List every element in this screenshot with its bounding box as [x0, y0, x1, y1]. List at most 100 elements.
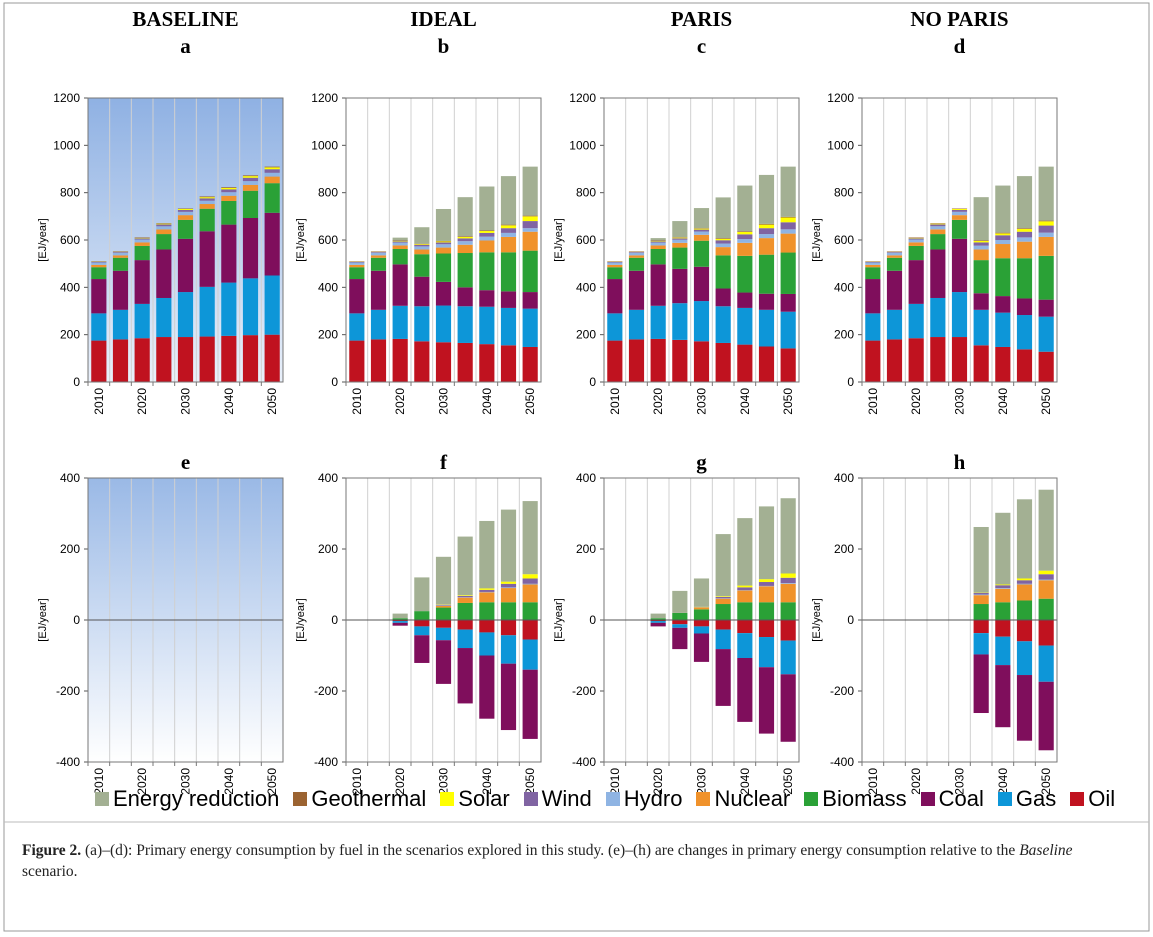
y-tick-label: 200	[60, 542, 80, 556]
bar-segment	[1038, 316, 1054, 352]
plot-frame	[87, 97, 284, 383]
y-tick-label: 0	[589, 375, 596, 389]
bar-segment	[500, 224, 517, 226]
bar-segment	[1016, 583, 1033, 585]
bar-segment	[737, 292, 753, 308]
plot-frame	[603, 477, 800, 763]
bar-segment	[457, 287, 473, 307]
bar-segment	[758, 234, 775, 239]
bar-segment	[177, 219, 194, 239]
bar-segment	[737, 590, 753, 603]
bar-segment	[435, 244, 452, 248]
bar-segment	[995, 235, 1011, 240]
bar-segment	[758, 228, 775, 235]
bar-segment	[414, 249, 430, 255]
bar-segment	[628, 309, 645, 340]
legend-swatch	[95, 792, 109, 806]
bar-segment	[156, 223, 172, 225]
x-tick-label: 2010	[92, 388, 106, 415]
bar-segment	[435, 305, 452, 343]
bar-segment	[435, 342, 452, 382]
bar-segment	[693, 620, 710, 627]
bar-segment	[264, 334, 280, 382]
legend-item: Geothermal	[293, 786, 426, 812]
bar-segment	[951, 211, 968, 216]
legend-label: Wind	[541, 786, 592, 811]
bar-segment	[973, 309, 989, 346]
bar-segment	[1038, 681, 1054, 751]
y-tick-label: 0	[331, 613, 338, 627]
bar-segment	[479, 236, 495, 241]
y-tick-label: 0	[73, 613, 80, 627]
y-tick-label: 1000	[827, 138, 854, 152]
bar-segment	[951, 215, 968, 220]
bar-segment	[156, 249, 172, 298]
bar-segment	[134, 245, 150, 261]
bar-segment	[672, 239, 688, 243]
bar-segment	[435, 604, 452, 606]
y-tick-label: 1000	[311, 138, 338, 152]
bar-segment	[951, 292, 968, 338]
bar-segment	[780, 217, 796, 223]
bar-segment	[951, 337, 968, 382]
bar-segment	[780, 583, 796, 584]
bar-segment	[973, 604, 989, 620]
bar-segment	[112, 252, 129, 253]
y-tick-label: 200	[576, 542, 596, 556]
bar-segment	[780, 498, 796, 574]
bar-segment	[672, 237, 688, 239]
bar-segment	[737, 602, 753, 620]
bar-segment	[199, 208, 215, 232]
bar-segment	[715, 596, 731, 597]
caption-emphasis: Baseline	[1019, 842, 1073, 859]
bar-segment	[264, 183, 280, 213]
bar-segment	[1038, 220, 1054, 222]
y-tick-label: 1200	[53, 91, 80, 105]
bar-segment	[414, 635, 430, 663]
bar-segment	[199, 231, 215, 287]
plot-frame	[603, 97, 800, 383]
y-tick-label: 400	[60, 471, 80, 485]
bar-segment	[715, 598, 731, 605]
bar-segment	[370, 309, 387, 340]
y-tick-label: 200	[60, 328, 80, 342]
bar-segment	[628, 252, 645, 253]
y-tick-label: -200	[314, 684, 338, 698]
bar-segment	[500, 602, 517, 620]
bar-segment	[865, 340, 881, 382]
bar-segment	[1016, 237, 1033, 242]
x-tick-label: 2030	[695, 388, 709, 415]
bar-segment	[457, 648, 473, 704]
panel-letter: a	[180, 34, 191, 58]
bar-segment	[370, 270, 387, 310]
y-tick-label: -200	[830, 684, 854, 698]
bar-segment	[865, 262, 881, 265]
bar-segment	[973, 249, 989, 261]
bar-segment	[951, 238, 968, 293]
bar-segment	[457, 241, 473, 245]
bar-segment	[221, 200, 237, 225]
bar-segment	[693, 626, 710, 634]
bar-segment	[264, 169, 280, 173]
legend-item: Gas	[997, 786, 1056, 812]
bar-segment	[973, 260, 989, 294]
bar-segment	[758, 579, 775, 583]
legend-item: Biomass	[804, 786, 907, 812]
bar-segment	[392, 237, 408, 241]
bar-segment	[479, 592, 495, 603]
bar-segment	[414, 626, 430, 636]
bar-segment	[1016, 600, 1033, 620]
y-axis-label: [EJ/year]	[295, 598, 307, 641]
bar-segment	[264, 212, 280, 276]
bar-segment	[457, 238, 473, 242]
bar-segment	[221, 282, 237, 336]
y-tick-label: 400	[834, 280, 854, 294]
bar-segment	[758, 238, 775, 255]
plot-frame	[345, 97, 542, 383]
bar-segment	[370, 255, 387, 258]
bar-segment	[973, 654, 989, 714]
bar-segment	[392, 618, 408, 620]
legend-swatch	[920, 792, 935, 806]
y-axis-label: [EJ/year]	[811, 598, 823, 641]
